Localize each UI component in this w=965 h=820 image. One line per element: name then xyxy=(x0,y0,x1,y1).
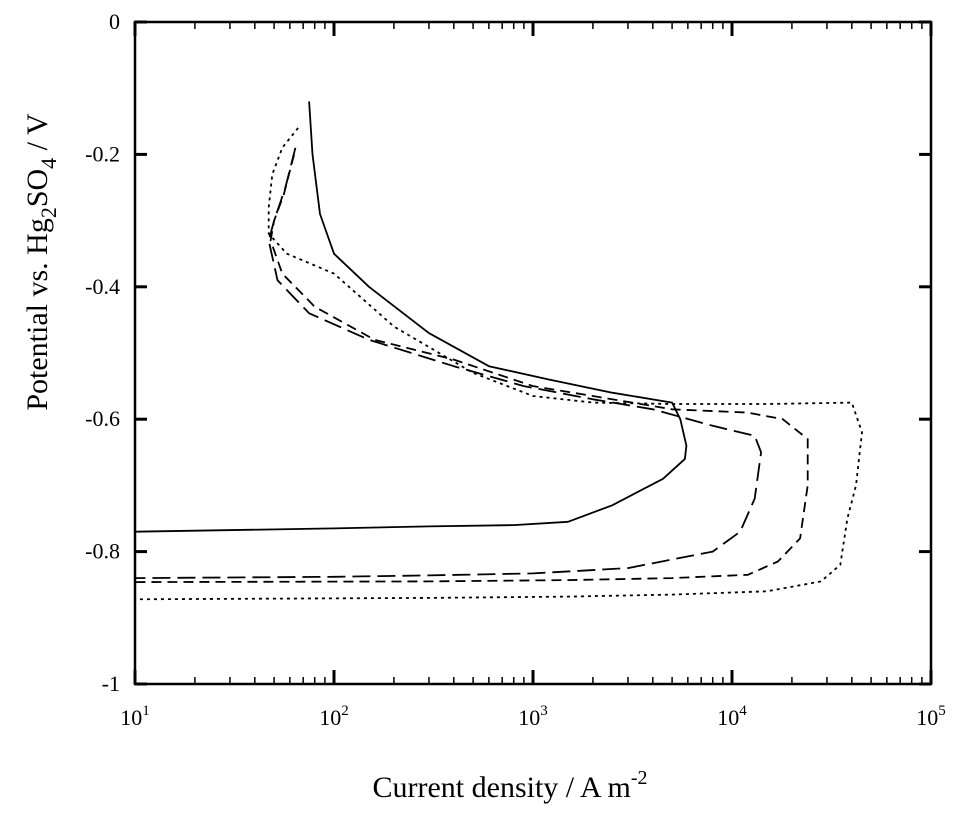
plot-frame xyxy=(133,20,933,686)
major-ticks xyxy=(133,20,933,686)
y-axis-title: Potential vs. Hg2SO4 / V xyxy=(21,113,61,411)
x-tick-label: 105 xyxy=(916,703,946,730)
series-line-2 xyxy=(134,147,762,579)
x-tick-labels: 101 102 103 104 105 xyxy=(120,703,946,730)
series-line-4 xyxy=(134,127,863,601)
x-axis-title: Current density / A m-2 xyxy=(373,767,648,804)
series-group xyxy=(134,101,863,601)
y-tick-label: -0.8 xyxy=(85,539,120,564)
x-tick-label: 101 xyxy=(120,703,150,730)
y-tick-label: -0.2 xyxy=(85,141,120,166)
y-tick-label: 0 xyxy=(109,9,120,34)
series-line-1 xyxy=(134,101,688,533)
y-tick-labels: 0 -0.2 -0.4 -0.6 -0.8 -1 xyxy=(85,9,120,696)
x-tick-label: 102 xyxy=(319,703,349,730)
y-tick-label: -0.6 xyxy=(85,406,120,431)
y-tick-label: -0.4 xyxy=(85,274,120,299)
series-line-3 xyxy=(134,154,809,583)
x-tick-label: 104 xyxy=(717,703,747,730)
minor-ticks xyxy=(194,22,923,684)
x-tick-label: 103 xyxy=(518,703,548,730)
y-tick-label: -1 xyxy=(102,671,120,696)
